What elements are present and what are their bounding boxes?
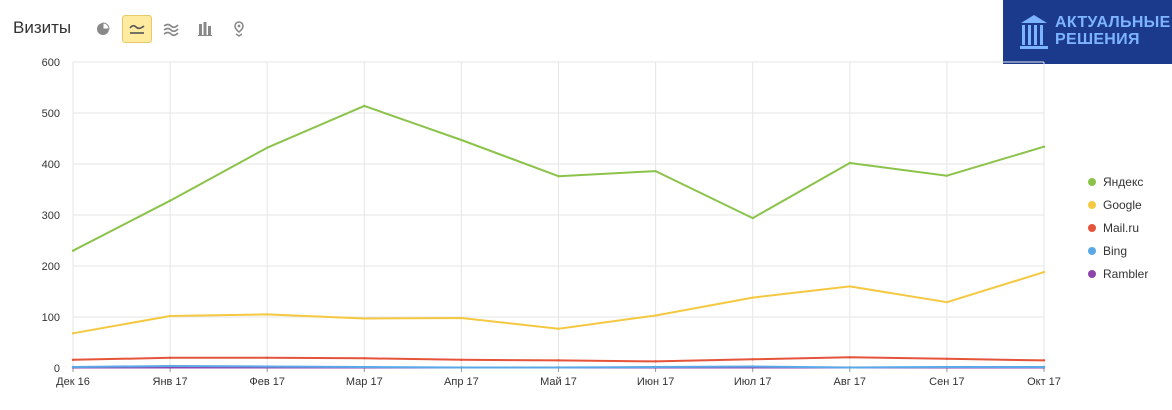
data-point (71, 249, 75, 252)
x-tick-label: Мар 17 (346, 376, 383, 388)
legend-color-dot (1088, 269, 1096, 278)
y-tick-label: 500 (42, 108, 60, 120)
data-point (168, 364, 172, 368)
x-tick-label: Сен 17 (929, 376, 964, 388)
logo-text-line1: АКТУАЛЬНЫЕ (1055, 14, 1171, 32)
data-point (1042, 359, 1046, 362)
map-button[interactable] (224, 15, 254, 43)
data-point (751, 358, 754, 361)
legend-label: Rambler (1103, 266, 1149, 281)
legend-item[interactable]: Bing (1088, 239, 1148, 262)
data-point (557, 327, 560, 330)
y-tick-label: 400 (42, 159, 60, 171)
data-point (945, 174, 949, 177)
legend-label: Яндекс (1103, 174, 1144, 189)
page-title: Визиты (13, 18, 72, 37)
data-point (945, 357, 949, 361)
chart-type-toolbar (88, 15, 254, 43)
data-point (71, 332, 75, 335)
y-tick-label: 200 (42, 261, 60, 273)
data-point (266, 365, 269, 368)
data-point (945, 365, 949, 369)
x-tick-label: Июл 17 (734, 376, 772, 388)
data-point (848, 161, 851, 165)
data-point (654, 314, 657, 317)
x-tick-label: Дек 16 (56, 376, 90, 388)
data-point (1042, 365, 1046, 369)
pie-chart-icon (97, 22, 110, 35)
visits-line-chart: 0 100 200 300 400 500 600 Дек 16 Янв 17 Фев 17 Мар… (42, 57, 1061, 388)
data-point (363, 357, 366, 360)
data-point (460, 358, 463, 362)
chart-legend: Яндекс Google Mail.ru Bing Rambler (1088, 170, 1148, 285)
data-point (654, 360, 657, 363)
data-point (266, 146, 269, 149)
x-tick-label: Май 17 (540, 376, 577, 388)
data-point (654, 169, 657, 173)
y-tick-label: 100 (42, 312, 60, 324)
line-chart-icon (129, 24, 145, 34)
data-point (848, 356, 851, 359)
area-chart-button[interactable] (156, 15, 186, 43)
legend-item[interactable]: Яндекс (1088, 170, 1148, 193)
y-tick-label: 600 (42, 57, 60, 69)
data-point (557, 175, 560, 178)
legend-label: Google (1103, 197, 1142, 212)
data-point (751, 296, 754, 299)
building-logo-icon (1020, 15, 1048, 49)
data-point (168, 199, 172, 202)
logo-text-line2: РЕШЕНИЯ (1055, 31, 1140, 48)
legend-color-dot (1088, 223, 1096, 232)
legend-item[interactable]: Rambler (1088, 262, 1148, 285)
y-tick-label: 0 (54, 363, 60, 375)
legend-color-dot (1088, 177, 1096, 186)
x-tick-label: Авг 17 (834, 376, 866, 388)
data-point (168, 356, 172, 359)
data-point (71, 365, 75, 369)
x-tick-label: Окт 17 (1027, 376, 1061, 388)
legend-color-dot (1088, 246, 1096, 255)
legend-color-dot (1088, 200, 1096, 209)
data-point (654, 365, 657, 369)
data-point (363, 104, 366, 108)
data-point (557, 366, 560, 369)
map-pin-icon (234, 21, 244, 37)
brand-logo: АКТУАЛЬНЫЕ РЕШЕНИЯ (1003, 0, 1172, 64)
data-point (848, 285, 851, 288)
pie-chart-button[interactable] (88, 15, 118, 43)
legend-item[interactable]: Google (1088, 193, 1148, 216)
data-point (751, 216, 754, 220)
data-point (1042, 270, 1046, 274)
data-point (1042, 145, 1046, 148)
data-point (460, 138, 463, 142)
data-point (460, 366, 463, 369)
data-point (266, 313, 269, 316)
data-point (945, 301, 949, 304)
data-point (460, 316, 463, 320)
data-point (363, 317, 366, 320)
y-tick-label: 300 (42, 210, 60, 222)
x-tick-label: Янв 17 (153, 376, 188, 388)
bar-chart-button[interactable] (190, 15, 220, 43)
data-point (363, 365, 366, 369)
data-point (266, 356, 269, 359)
data-point (557, 359, 560, 362)
line-chart-button[interactable] (122, 15, 152, 43)
x-tick-label: Июн 17 (637, 376, 675, 388)
x-tick-label: Апр 17 (444, 376, 479, 388)
bar-chart-icon (198, 22, 212, 36)
area-chart-icon (163, 23, 179, 37)
data-point (71, 358, 75, 362)
data-point (751, 365, 754, 368)
data-point (168, 314, 172, 318)
legend-label: Bing (1103, 243, 1128, 258)
x-tick-label: Фев 17 (249, 376, 285, 388)
legend-label: Mail.ru (1103, 220, 1140, 235)
data-point (848, 366, 851, 369)
legend-item[interactable]: Mail.ru (1088, 216, 1148, 239)
